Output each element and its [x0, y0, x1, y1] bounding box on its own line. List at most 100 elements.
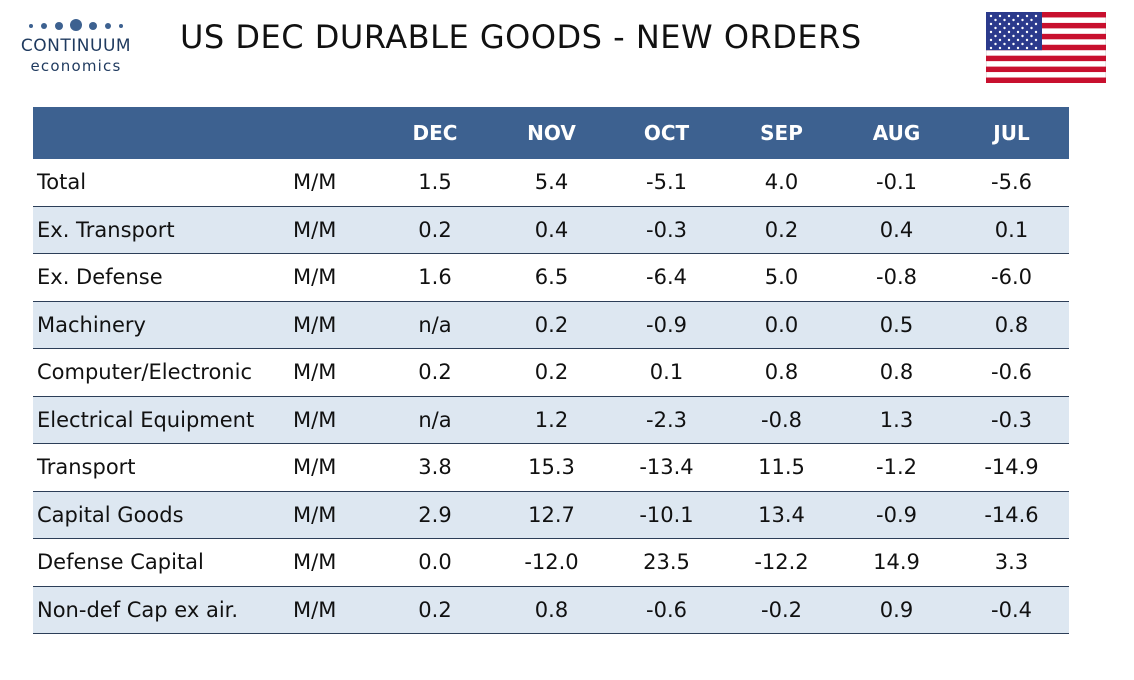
table-cell: 0.0: [376, 538, 494, 587]
table-cell: -6.4: [609, 253, 724, 302]
row-unit: M/M: [293, 396, 376, 444]
table-cell: 1.3: [839, 396, 954, 444]
row-label: Computer/Electronic: [33, 348, 293, 397]
table-cell: 3.3: [954, 538, 1069, 587]
table-cell: 1.5: [376, 159, 494, 207]
row-unit: M/M: [293, 443, 376, 492]
row-label: Transport: [33, 443, 293, 492]
table-cell: -0.1: [839, 159, 954, 207]
table-cell: 0.2: [376, 206, 494, 254]
table-cell: 1.6: [376, 253, 494, 302]
column-header-oct: OCT: [609, 107, 724, 159]
table-cell: 2.9: [376, 491, 494, 539]
row-unit: M/M: [293, 491, 376, 539]
table-cell: 14.9: [839, 538, 954, 587]
table-row: Defense Capital M/M 0.0 -12.0 23.5 -12.2 14.9 3…: [33, 538, 1069, 587]
table-cell: -0.2: [724, 586, 839, 634]
table-cell: 0.2: [494, 348, 609, 397]
table-cell: -12.0: [494, 538, 609, 587]
table-cell: 0.8: [839, 348, 954, 397]
table-cell: 0.0: [724, 301, 839, 349]
table-cell: 1.2: [494, 396, 609, 444]
table-cell: -0.6: [954, 348, 1069, 397]
row-unit: M/M: [293, 253, 376, 302]
table-cell: 0.5: [839, 301, 954, 349]
table-cell: 0.1: [609, 348, 724, 397]
durable-goods-table: DEC NOV OCT SEP AUG JUL Total M/M 1.5 5.4 -5…: [33, 107, 1069, 634]
table-cell: -0.9: [609, 301, 724, 349]
us-flag-icon: [986, 12, 1106, 83]
table-row: Electrical Equipment M/M n/a 1.2 -2.3 -0.8 1.3…: [33, 396, 1069, 444]
row-label: Ex. Defense: [33, 253, 293, 302]
table-cell: -0.3: [954, 396, 1069, 444]
table-cell: 5.0: [724, 253, 839, 302]
table-cell: 0.8: [724, 348, 839, 397]
table-row: Ex. Transport M/M 0.2 0.4 -0.3 0.2 0.4 0.1: [33, 206, 1069, 254]
table-row: Ex. Defense M/M 1.6 6.5 -6.4 5.0 -0.8 -6.0: [33, 253, 1069, 302]
table-cell: -13.4: [609, 443, 724, 492]
table-cell: -5.6: [954, 159, 1069, 207]
table-cell: 0.4: [494, 206, 609, 254]
page-title: US DEC DURABLE GOODS - NEW ORDERS: [180, 18, 862, 56]
table-cell: 4.0: [724, 159, 839, 207]
table-cell: n/a: [376, 396, 494, 444]
table-cell: 13.4: [724, 491, 839, 539]
table-cell: 0.4: [839, 206, 954, 254]
table-cell: 11.5: [724, 443, 839, 492]
table-cell: -0.8: [724, 396, 839, 444]
table-cell: 0.2: [376, 348, 494, 397]
brand-name: CONTINUUM: [20, 36, 132, 56]
row-unit: M/M: [293, 301, 376, 349]
brand-sub: economics: [30, 57, 122, 75]
row-unit: M/M: [293, 586, 376, 634]
table-cell: 0.8: [954, 301, 1069, 349]
table-row: Total M/M 1.5 5.4 -5.1 4.0 -0.1 -5.6: [33, 159, 1069, 207]
table-cell: -0.9: [839, 491, 954, 539]
row-unit: M/M: [293, 206, 376, 254]
row-label: Defense Capital: [33, 538, 293, 587]
column-header-dec: DEC: [376, 107, 494, 159]
table-row: Computer/Electronic M/M 0.2 0.2 0.1 0.8 0.8 -0.…: [33, 348, 1069, 397]
table-header-row: DEC NOV OCT SEP AUG JUL: [33, 107, 1069, 159]
table-cell: n/a: [376, 301, 494, 349]
table-cell: -12.2: [724, 538, 839, 587]
table-cell: -1.2: [839, 443, 954, 492]
table-cell: -14.6: [954, 491, 1069, 539]
table-cell: -0.8: [839, 253, 954, 302]
table-cell: -5.1: [609, 159, 724, 207]
continuum-logo: CONTINUUM economics: [14, 14, 138, 76]
column-header-aug: AUG: [839, 107, 954, 159]
column-header: [293, 107, 376, 159]
table-cell: 0.2: [494, 301, 609, 349]
table-cell: -0.6: [609, 586, 724, 634]
table-cell: 3.8: [376, 443, 494, 492]
column-header-nov: NOV: [494, 107, 609, 159]
table-cell: 0.8: [494, 586, 609, 634]
row-unit: M/M: [293, 348, 376, 397]
logo-dots-icon: [29, 19, 123, 31]
column-header: [33, 107, 293, 159]
table-cell: 15.3: [494, 443, 609, 492]
column-header-jul: JUL: [954, 107, 1069, 159]
column-header-sep: SEP: [724, 107, 839, 159]
row-label: Machinery: [33, 301, 293, 349]
table-cell: -0.4: [954, 586, 1069, 634]
row-label: Total: [33, 159, 293, 207]
table-cell: 23.5: [609, 538, 724, 587]
table-cell: 0.1: [954, 206, 1069, 254]
table-cell: -2.3: [609, 396, 724, 444]
table-cell: -10.1: [609, 491, 724, 539]
table-cell: -0.3: [609, 206, 724, 254]
row-label: Ex. Transport: [33, 206, 293, 254]
table-row: Machinery M/M n/a 0.2 -0.9 0.0 0.5 0.8: [33, 301, 1069, 349]
row-label: Non-def Cap ex air.: [33, 586, 293, 634]
table-cell: 6.5: [494, 253, 609, 302]
table-row: Transport M/M 3.8 15.3 -13.4 11.5 -1.2 -14.9: [33, 443, 1069, 492]
table-row: Capital Goods M/M 2.9 12.7 -10.1 13.4 -0.9 -14.…: [33, 491, 1069, 539]
table-cell: 0.2: [724, 206, 839, 254]
row-label: Capital Goods: [33, 491, 293, 539]
table-cell: 0.9: [839, 586, 954, 634]
row-label: Electrical Equipment: [33, 396, 293, 444]
table-cell: 0.2: [376, 586, 494, 634]
row-unit: M/M: [293, 159, 376, 207]
